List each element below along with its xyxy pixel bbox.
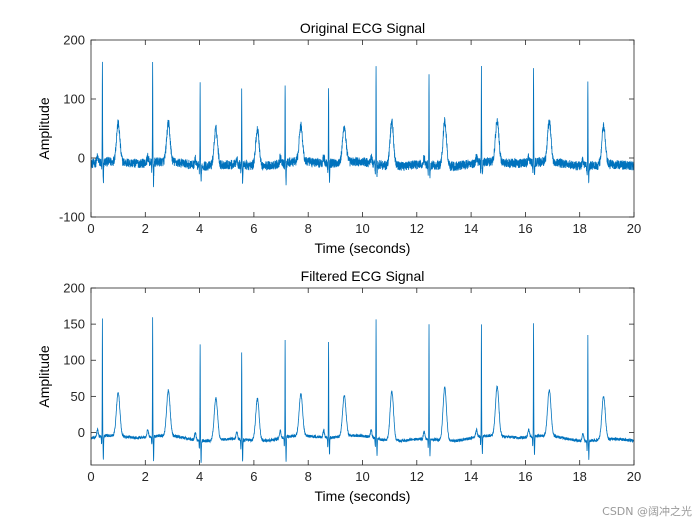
chart-title: Filtered ECG Signal <box>301 268 425 284</box>
ecg-series-line <box>91 317 634 463</box>
x-tick-label: 18 <box>572 221 586 236</box>
y-tick-label: 100 <box>63 92 85 107</box>
x-tick-label: 4 <box>196 469 203 484</box>
x-tick-label: 0 <box>87 469 94 484</box>
ecg-series-line <box>91 61 634 188</box>
x-tick-label: 18 <box>572 469 586 484</box>
x-tick-label: 6 <box>250 221 257 236</box>
y-axis-label: Amplitude <box>36 97 52 159</box>
x-tick-label: 2 <box>142 469 149 484</box>
x-tick-label: 4 <box>196 221 203 236</box>
x-tick-label: 8 <box>305 469 312 484</box>
plot-area <box>91 40 634 217</box>
x-tick-label: 12 <box>410 469 424 484</box>
x-tick-label: 10 <box>355 221 369 236</box>
x-tick-label: 20 <box>627 469 641 484</box>
x-tick-label: 8 <box>305 221 312 236</box>
y-tick-label: 0 <box>78 425 85 440</box>
y-tick-label: 200 <box>63 281 85 296</box>
x-tick-label: 6 <box>250 469 257 484</box>
y-tick-label: 50 <box>71 389 85 404</box>
x-axis-label: Time (seconds) <box>315 488 411 504</box>
x-tick-label: 2 <box>142 221 149 236</box>
x-axis-label: Time (seconds) <box>315 240 411 256</box>
x-tick-label: 16 <box>518 221 532 236</box>
y-tick-label: 200 <box>63 33 85 48</box>
y-tick-label: -100 <box>59 210 85 225</box>
x-tick-label: 20 <box>627 221 641 236</box>
y-tick-label: 100 <box>63 353 85 368</box>
x-tick-label: 16 <box>518 469 532 484</box>
x-tick-label: 14 <box>464 221 478 236</box>
x-tick-label: 12 <box>410 221 424 236</box>
chart-title: Original ECG Signal <box>300 20 425 36</box>
watermark: CSDN @阔冲之光 <box>602 505 692 518</box>
y-tick-label: 0 <box>78 151 85 166</box>
y-axis-label: Amplitude <box>36 345 52 407</box>
plot-area <box>91 288 634 465</box>
x-tick-label: 10 <box>355 469 369 484</box>
x-tick-label: 0 <box>87 221 94 236</box>
y-tick-label: 150 <box>63 317 85 332</box>
x-tick-label: 14 <box>464 469 478 484</box>
